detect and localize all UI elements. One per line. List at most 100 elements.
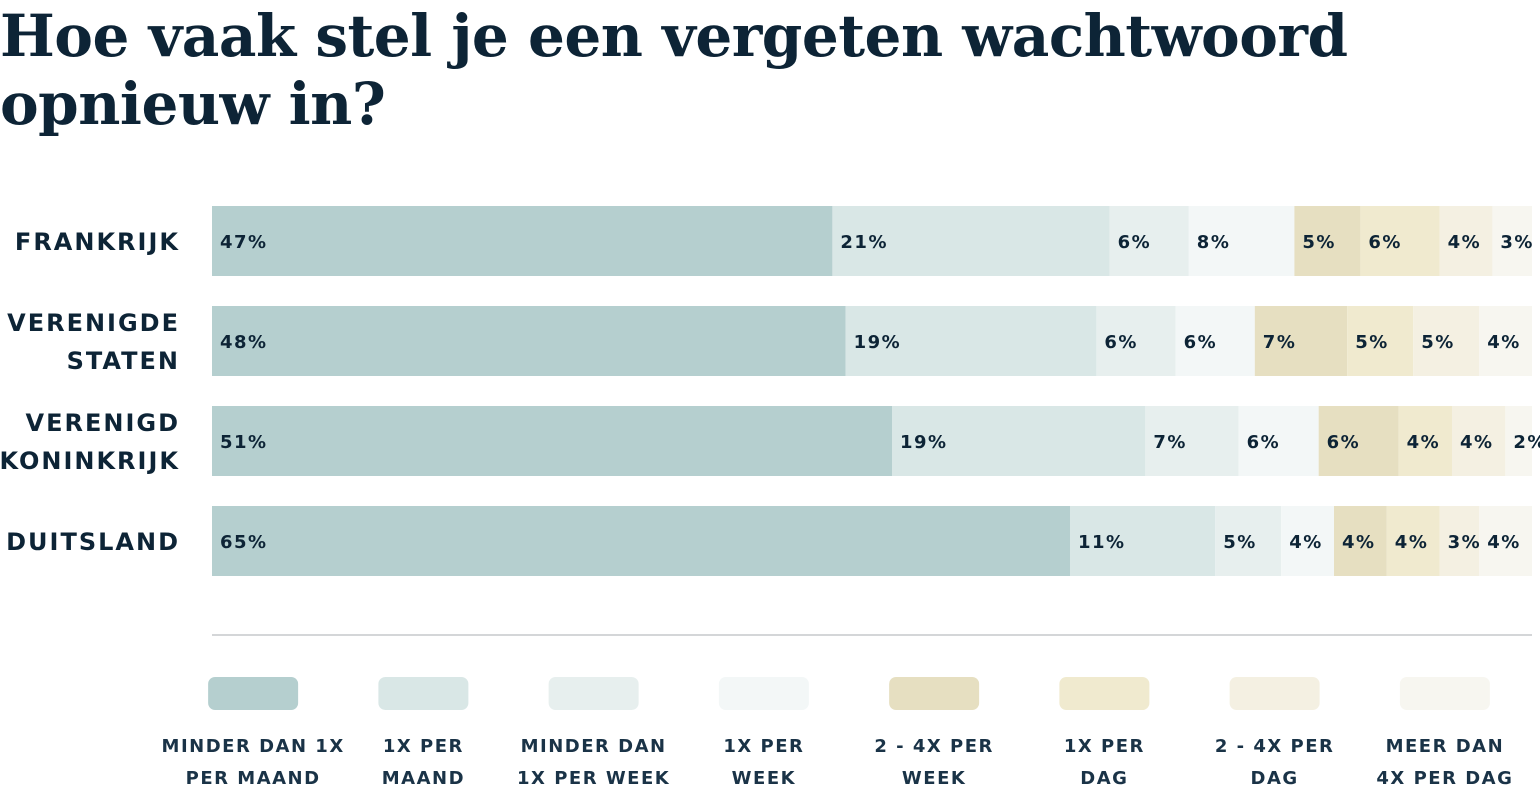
data-label: 5% <box>1302 232 1336 253</box>
legend-label: MINDER DAN 1X <box>162 736 345 757</box>
bar-segment <box>1479 306 1532 376</box>
legend-item: 2 - 4X PER DAG <box>1215 677 1335 789</box>
bar-segment <box>1145 406 1239 476</box>
bar-segment <box>1254 306 1348 376</box>
legend-label: 2 - 4X PER <box>1215 736 1335 757</box>
legend-label: PER MAAND <box>186 768 321 789</box>
bar-segment <box>892 406 1146 476</box>
bar-segment <box>1318 406 1399 476</box>
data-label: 5% <box>1421 332 1455 353</box>
data-label: 65% <box>220 532 268 553</box>
bar-segment <box>212 506 1070 576</box>
legend-label: MINDER DAN <box>521 736 667 757</box>
legend-swatch <box>548 677 639 710</box>
data-label: 6% <box>1184 332 1218 353</box>
legend-label: WEEK <box>902 768 966 789</box>
legend-label: DAG <box>1251 768 1299 789</box>
bar-segment <box>1070 506 1216 576</box>
legend-label: 2 - 4X PER <box>874 736 994 757</box>
data-label: 3% <box>1500 232 1534 253</box>
data-label: 48% <box>220 332 268 353</box>
bar-segment <box>1479 506 1532 576</box>
legend-swatch <box>718 677 809 710</box>
legend-item: MINDER DAN 1X PER WEEK <box>517 677 669 789</box>
data-label: 21% <box>840 232 888 253</box>
bar-segment <box>1334 506 1387 576</box>
legend-label: 1X PER <box>723 736 804 757</box>
data-label: 4% <box>1407 432 1441 453</box>
bar-segment <box>1413 306 1480 376</box>
bar-row: FRANKRIJK 47% 21% 6% 8% 5% 6% 4% 3% <box>15 206 1534 276</box>
data-label: 4% <box>1395 532 1429 553</box>
data-label: 7% <box>1263 332 1297 353</box>
bar-segment <box>1281 506 1334 576</box>
legend-swatch <box>1399 677 1490 710</box>
bar-segment <box>1505 406 1532 476</box>
bar-segment <box>1215 506 1282 576</box>
category-label: VERENIGDE <box>7 309 180 337</box>
bar-segment <box>1439 506 1480 576</box>
category-label: VERENIGD <box>26 409 180 437</box>
legend-swatch <box>378 677 469 710</box>
legend-label: 1X PER <box>383 736 464 757</box>
legend-item: MEER DAN 4X PER DAG <box>1376 677 1513 789</box>
legend-swatch <box>889 677 980 710</box>
legend-item: 1X PER MAAND <box>378 677 469 789</box>
data-label: 19% <box>854 332 902 353</box>
bar-segment <box>1360 206 1440 276</box>
data-label: 19% <box>900 432 948 453</box>
data-label: 4% <box>1448 232 1482 253</box>
bar-segment <box>1386 506 1440 576</box>
bar-row: VERENIGDE STATEN 48% 19% 6% 6% 7% 5% 5% 4% <box>7 306 1532 376</box>
data-label: 4% <box>1289 532 1323 553</box>
bar-row: VERENIGD KONINKRIJK 51% 19% 7% 6% 6% 4% 4% 2% <box>0 406 1540 476</box>
bar-segment <box>1452 406 1506 476</box>
category-label: FRANKRIJK <box>15 228 180 256</box>
legend-item: MINDER DAN 1X PER MAAND <box>162 677 345 789</box>
legend-label: DAG <box>1080 768 1128 789</box>
bar-segment <box>1439 206 1493 276</box>
category-label: DUITSLAND <box>6 528 180 556</box>
data-label: 51% <box>220 432 268 453</box>
data-label: 6% <box>1247 432 1281 453</box>
data-label: 4% <box>1460 432 1494 453</box>
data-label: 2% <box>1513 432 1540 453</box>
legend-label: 4X PER DAG <box>1376 768 1513 789</box>
legend-swatch <box>1059 677 1150 710</box>
data-label: 4% <box>1342 532 1376 553</box>
bar-segment <box>1109 206 1189 276</box>
data-label: 47% <box>220 232 268 253</box>
data-label: 6% <box>1118 232 1152 253</box>
data-label: 3% <box>1448 532 1482 553</box>
category-label: KONINKRIJK <box>0 447 180 475</box>
bar-segment <box>1347 306 1414 376</box>
data-label: 8% <box>1197 232 1231 253</box>
data-label: 6% <box>1104 332 1138 353</box>
bar-segment <box>212 306 846 376</box>
bar-segment <box>1175 306 1255 376</box>
legend-label: MAAND <box>382 768 465 789</box>
bar-segment <box>1238 406 1319 476</box>
legend-item: 1X PER WEEK <box>718 677 809 789</box>
legend-swatch <box>208 677 299 710</box>
chart-rows: FRANKRIJK 47% 21% 6% 8% 5% 6% 4% 3% VERENIGDE STAT… <box>0 206 1540 576</box>
bar-segment <box>1188 206 1295 276</box>
category-label: STATEN <box>67 347 180 375</box>
legend-label: WEEK <box>732 768 796 789</box>
bar-segment <box>1096 306 1176 376</box>
bar-segment <box>1398 406 1452 476</box>
legend-item: 2 - 4X PER WEEK <box>874 677 994 789</box>
chart-legend: MINDER DAN 1X PER MAAND 1X PER MAAND MINDER … <box>162 677 1513 789</box>
bar-segment <box>212 406 892 476</box>
bar-segment <box>1492 206 1532 276</box>
data-label: 6% <box>1327 432 1361 453</box>
data-label: 4% <box>1487 332 1521 353</box>
legend-item: 1X PER DAG <box>1059 677 1150 789</box>
data-label: 11% <box>1078 532 1126 553</box>
bar-segment <box>832 206 1110 276</box>
data-label: 6% <box>1368 232 1402 253</box>
bar-row: DUITSLAND 65% 11% 5% 4% 4% 4% 3% 4% <box>6 506 1532 576</box>
chart-title: Hoe vaak stel je een vergeten wachtwoord… <box>0 2 1348 138</box>
data-label: 7% <box>1153 432 1187 453</box>
